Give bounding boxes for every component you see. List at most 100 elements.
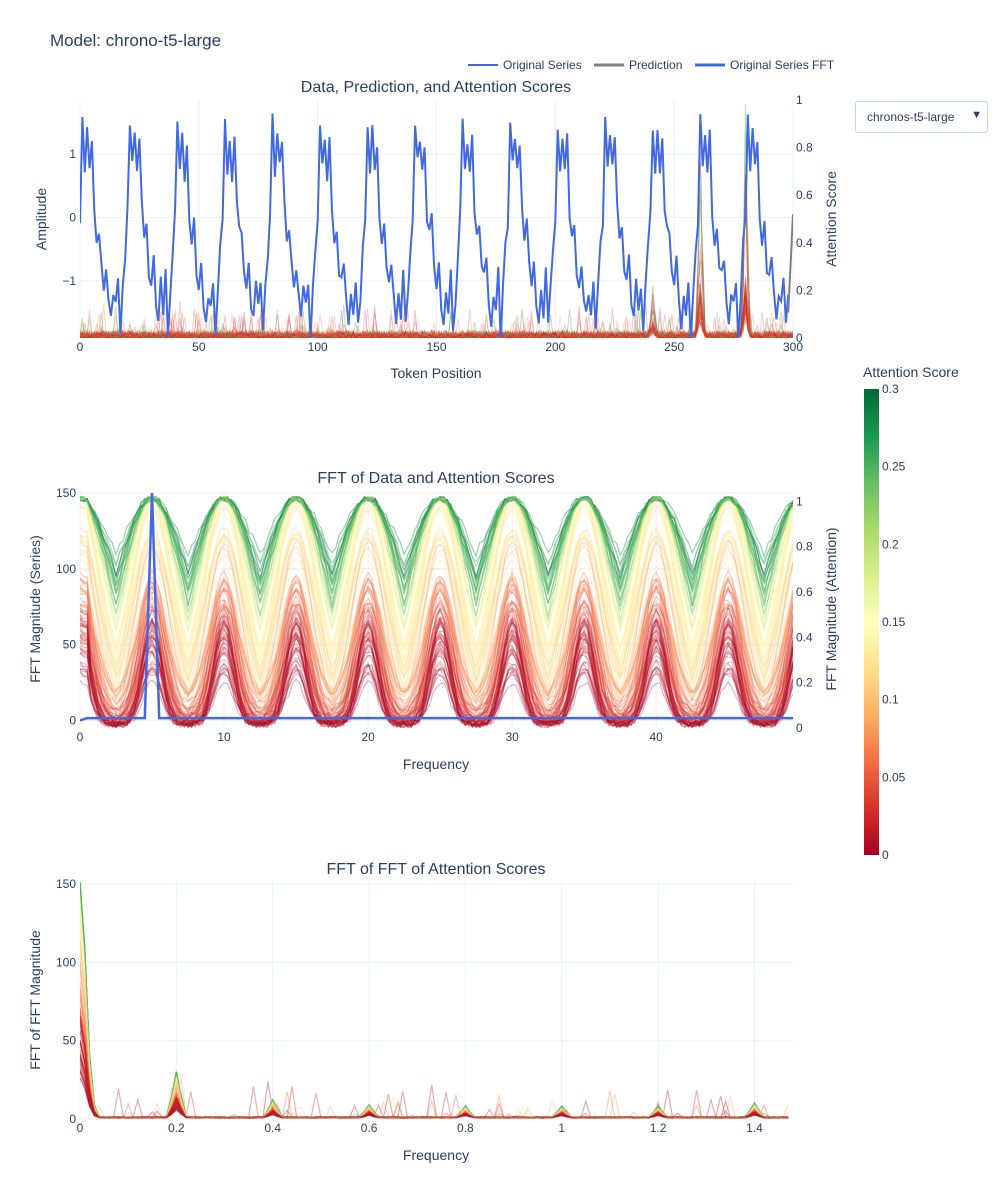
attention-fft-trace [80,633,793,725]
attention-trace [80,288,793,338]
x-tick-label: 250 [664,340,684,354]
attention-trace [80,306,793,338]
x-tick-label: 0 [77,730,84,744]
y2-tick-label: 0.2 [796,283,813,297]
x-axis-label: Frequency [403,756,469,772]
attention-fft-trace [80,495,793,681]
attention-trace [80,288,793,338]
y2-tick-label: 1 [796,93,803,107]
attention-fft-trace [80,501,793,676]
x-tick-label: 150 [426,340,446,354]
attention-fft-trace [80,495,793,601]
fft-of-fft-trace [80,962,789,1119]
x-tick-label: 300 [783,340,803,354]
attention-fft-trace [80,495,793,584]
fft-of-fft-trace [80,942,789,1119]
attention-fft-trace [80,642,793,723]
original-series-line [80,113,790,338]
attention-fft-trace [80,496,793,607]
attention-fft-trace [80,614,793,725]
fft-of-fft-trace [80,1054,789,1119]
attention-fft-trace [80,631,793,721]
attention-trace [80,143,793,338]
attention-fft-trace [80,582,793,725]
attention-fft-trace [80,585,793,712]
fft-of-fft-trace [80,961,789,1119]
attention-fft-trace [80,632,793,722]
attention-fft-trace [80,496,793,560]
attention-fft-trace [80,525,793,683]
attention-fft-trace [80,544,793,705]
x-tick-label: 0.6 [361,1121,378,1135]
fft-of-fft-trace [80,886,789,1119]
chart-legend: Original Series Prediction Original Seri… [468,58,835,72]
fft-of-fft-trace [80,1072,789,1119]
colorbar-tick-label: 0.25 [882,460,906,474]
y-tick-label: 0 [69,1112,76,1126]
attention-trace [80,283,793,338]
attention-trace [80,295,793,338]
fft-of-fft-trace [80,1023,789,1119]
attention-fft-trace [80,583,793,718]
fft-of-fft-trace [80,1023,789,1119]
model-dropdown[interactable]: chronos-t5-large ▼ [855,101,988,133]
attention-trace [80,176,793,338]
legend-item[interactable]: Original Series [468,58,582,72]
attention-fft-trace [80,648,793,728]
attention-trace [80,284,793,338]
fft-of-fft-trace [80,1068,789,1119]
fft-of-fft-trace [80,1077,789,1119]
grid [79,490,793,728]
fft-of-fft-trace [80,882,789,1119]
y2-tick-label: 0 [796,331,803,345]
chevron-down-icon[interactable]: ▼ [971,109,982,121]
attention-trace [80,306,793,338]
attention-trace [80,284,793,338]
y-tick-label: 1 [69,147,76,161]
legend-item[interactable]: Prediction [594,58,682,72]
fft-of-fft-trace [80,896,789,1119]
fft-of-fft-trace [80,882,789,1119]
axis-ticks: 0 50 100 150 200 250 300 −1 0 1 0 0.2 0.4 0.6 0.8 1 [62,93,813,354]
x-tick-label: 10 [217,730,231,744]
attention-fft-trace [80,495,793,581]
fft-of-fft-trace [80,997,789,1119]
attention-trace [80,294,793,338]
y-tick-label: 50 [63,638,77,652]
fft-of-fft-trace [80,1040,789,1119]
y-tick-label: 150 [56,486,76,500]
fft-of-fft-trace [80,942,789,1119]
attention-trace [80,303,793,338]
attention-fft-trace [80,650,793,728]
y-axis-label: FFT Magnitude (Series) [27,535,43,683]
axis-ticks: 0 0.2 0.4 0.6 0.8 1 1.2 1.4 0 50 100 150 [56,877,763,1135]
axis-ticks: 0 10 20 30 40 0 50 100 150 0 0.2 0.4 0.6 0.8 1 [56,486,813,744]
attention-trace [80,305,793,338]
attention-fft-trace [80,598,793,707]
attention-fft-trace [80,495,793,594]
y-axis-label: Amplitude [33,188,49,250]
attention-fft-trace [80,606,793,721]
colorbar-tick-label: 0.15 [882,615,906,629]
fft-of-fft-trace [80,882,789,1119]
attention-trace [80,278,793,338]
fft-of-fft-trace [80,986,789,1119]
attention-trace [80,289,793,338]
attention-trace [80,284,793,338]
fft-of-fft-trace [80,1010,789,1119]
fft-of-fft-trace [80,1059,789,1119]
attention-fft-trace [80,502,793,650]
attention-fft-trace [80,609,793,702]
attention-fft-trace [80,536,793,685]
attention-fft-trace [80,576,793,720]
fft-of-fft-traces [80,881,789,1119]
attention-fft-trace [80,495,793,654]
fft-of-fft-trace [80,903,789,1119]
legend-item[interactable]: Original Series FFT [695,58,835,72]
attention-trace [80,292,793,338]
fft-of-fft-trace [80,1049,789,1119]
attention-trace [80,188,793,338]
fft-of-fft-trace [80,939,789,1119]
attention-fft-trace [80,602,793,695]
attention-fft-trace [80,624,793,728]
